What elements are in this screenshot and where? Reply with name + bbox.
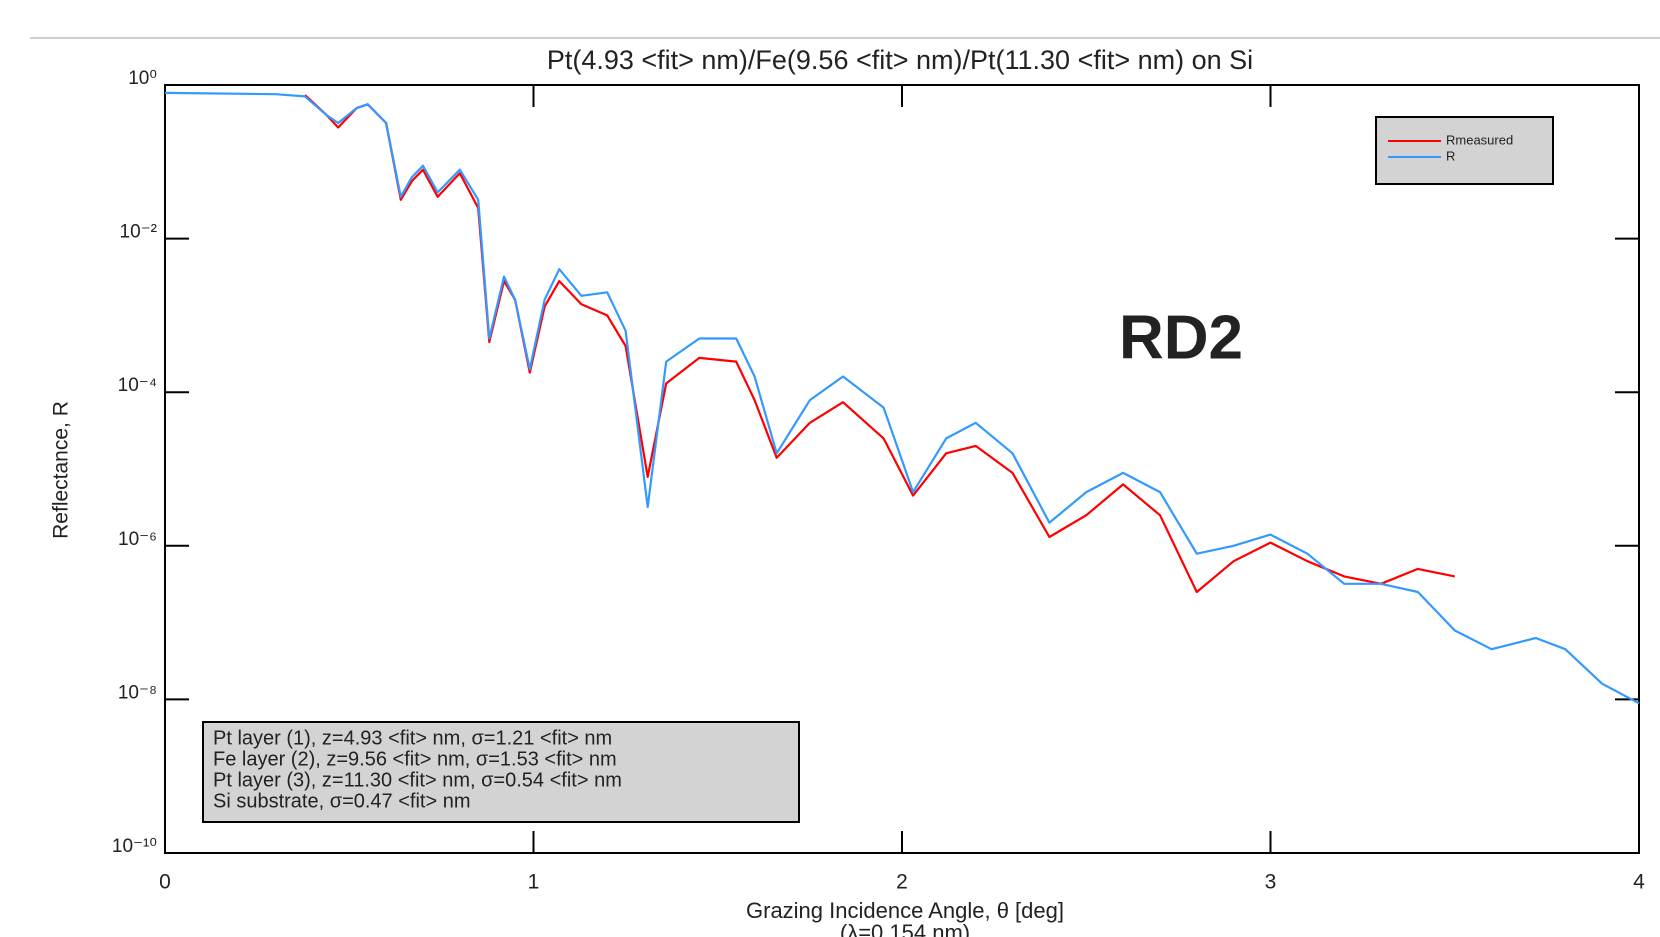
x-tick-label: 3 xyxy=(1265,871,1277,894)
annotation-line: Pt layer (3), z=11.30 <fit> nm, σ=0.54 <… xyxy=(213,769,622,791)
legend-label: Rmeasured xyxy=(1446,132,1513,147)
legend-label: R xyxy=(1446,148,1455,163)
series-line xyxy=(304,94,1456,594)
annotation-line: Si substrate, σ=0.47 <fit> nm xyxy=(213,790,470,812)
annotation-box xyxy=(202,721,800,823)
y-axis-label: Reflectance, R xyxy=(50,401,73,539)
annotation-line: Pt layer (1), z=4.93 <fit> nm, σ=1.21 <f… xyxy=(213,727,612,749)
y-tick-label: 10⁻² xyxy=(120,222,158,243)
x-axis-sublabel: (λ=0.154 nm) xyxy=(840,920,970,937)
x-tick-label: 4 xyxy=(1633,871,1645,894)
x-axis-label: Grazing Incidence Angle, θ [deg] xyxy=(746,898,1064,923)
sample-label: RD2 xyxy=(1119,303,1243,372)
chart-title: Pt(4.93 <fit> nm)/Fe(9.56 <fit> nm)/Pt(1… xyxy=(547,45,1253,75)
annotation-line: Fe layer (2), z=9.56 <fit> nm, σ=1.53 <f… xyxy=(213,748,617,770)
y-tick-label: 10⁰ xyxy=(128,68,157,89)
x-tick-label: 0 xyxy=(159,871,171,894)
y-tick-label: 10⁻⁶ xyxy=(118,529,157,550)
y-tick-label: 10⁻⁴ xyxy=(118,375,157,396)
y-tick-label: 10⁻⁸ xyxy=(118,682,157,703)
series-line xyxy=(164,91,1640,705)
legend-box xyxy=(1375,116,1554,185)
y-tick-label: 10⁻¹⁰ xyxy=(112,836,157,857)
x-tick-label: 2 xyxy=(896,871,908,894)
x-tick-label: 1 xyxy=(528,871,540,894)
